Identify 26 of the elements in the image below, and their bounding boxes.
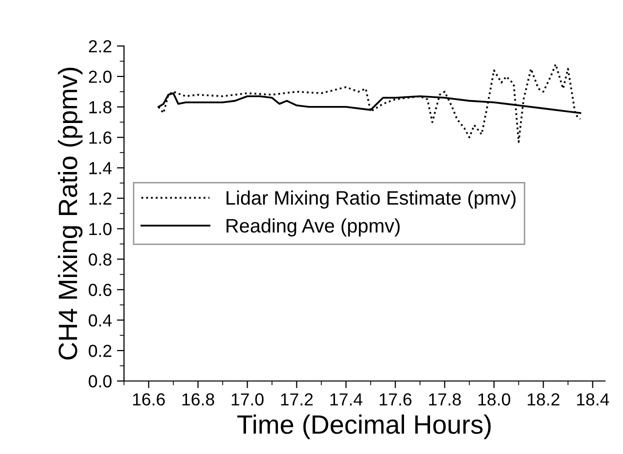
y-axis-title: CH4 Mixing Ratio (ppmv) (58, 68, 83, 360)
y-tick-label: 2.2 (88, 40, 112, 52)
x-tick-label: 16.6 (133, 393, 165, 406)
x-tick-label: 17.4 (330, 393, 362, 406)
legend-label: Reading Ave (ppmv) (226, 218, 400, 236)
y-tick-label: 0.6 (88, 284, 112, 296)
y-tick-label: 0.0 (88, 375, 112, 388)
y-tick-label: 0.4 (88, 314, 112, 327)
y-tick-label: 1.4 (89, 162, 112, 174)
y-tick-label: 2.0 (88, 70, 112, 83)
x-tick-label: 16.8 (182, 393, 214, 406)
y-tick-label: 0.2 (88, 344, 112, 358)
x-tick-label: 17.0 (232, 393, 264, 406)
x-axis-title: Time (Decimal Hours) (237, 414, 491, 440)
x-tick-label: 18.0 (478, 393, 510, 406)
y-tick-label: 0.8 (88, 253, 112, 266)
x-tick-label: 18.4 (577, 393, 610, 406)
y-tick-label: 1.6 (89, 132, 112, 144)
y-tick-label: 1.2 (89, 192, 112, 205)
legend-label: Lidar Mixing Ratio Estimate (pmv) (226, 190, 516, 209)
x-tick-label: 17.8 (429, 393, 461, 406)
x-tick-label: 17.2 (281, 393, 313, 406)
x-tick-label: 17.6 (380, 393, 412, 406)
y-tick-label: 1.0 (89, 222, 112, 236)
y-tick-label: 1.8 (89, 101, 112, 114)
x-tick-label: 18.2 (528, 393, 560, 406)
